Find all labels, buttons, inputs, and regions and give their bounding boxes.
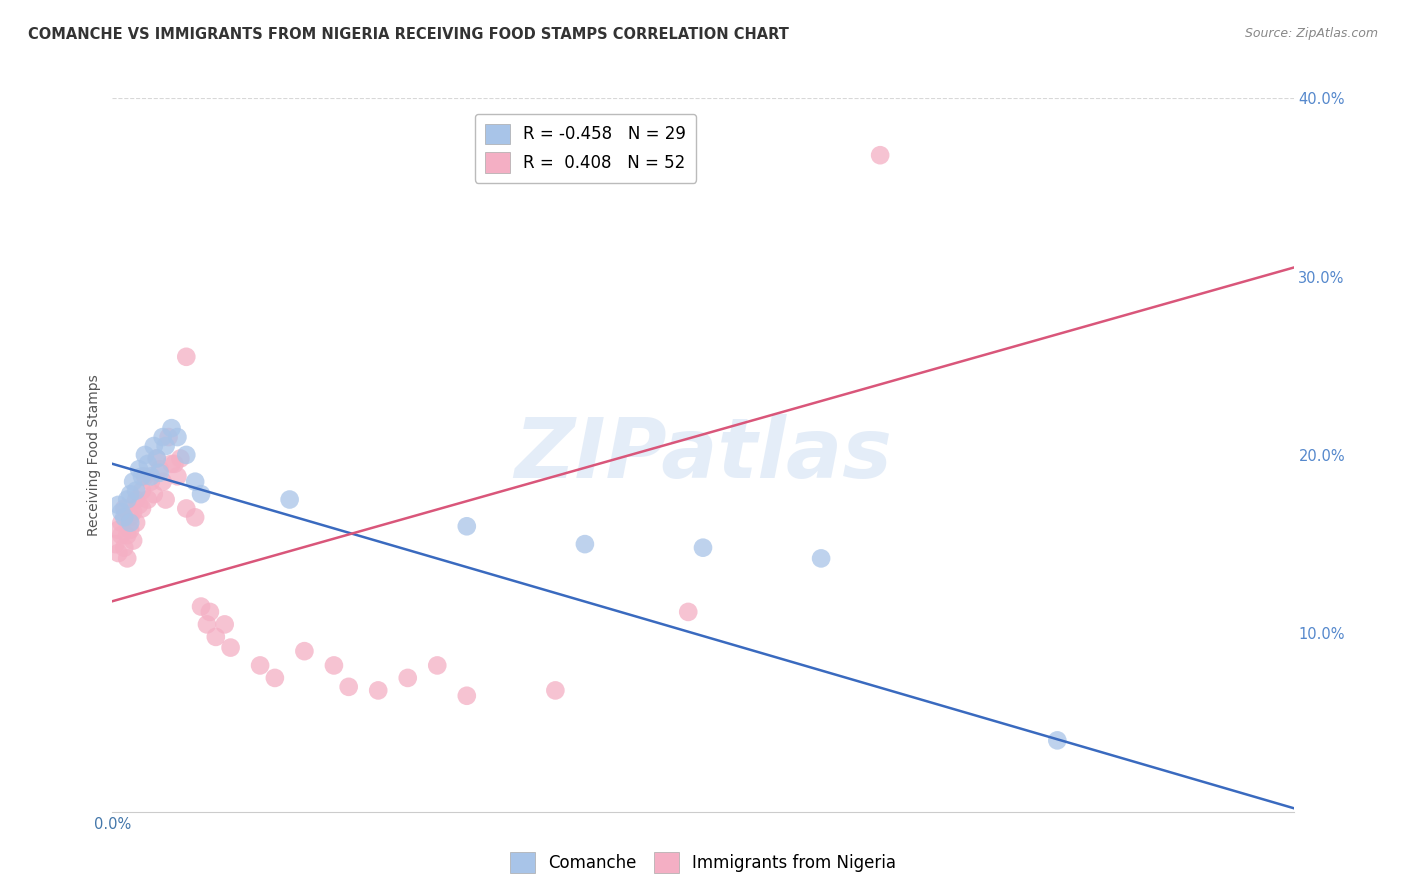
Point [692,541,714,555]
Point [169,451,191,466]
Point [198,605,221,619]
Point [122,505,145,519]
Point [174,448,197,462]
Point [456,519,478,533]
Point [120,487,142,501]
Point [190,487,212,501]
Point [120,523,142,537]
Point [110,505,132,519]
Point [128,498,150,512]
Point [139,475,162,489]
Point [146,451,169,466]
Point [264,671,287,685]
Point [367,683,389,698]
Point [869,148,891,162]
Text: COMANCHE VS IMMIGRANTS FROM NIGERIA RECEIVING FOOD STAMPS CORRELATION CHART: COMANCHE VS IMMIGRANTS FROM NIGERIA RECE… [28,27,789,42]
Point [278,492,301,507]
Point [142,487,165,501]
Point [323,658,346,673]
Point [174,350,197,364]
Point [155,439,177,453]
Point [131,469,153,483]
Text: ZIPatlas: ZIPatlas [515,415,891,495]
Point [139,469,162,483]
Point [120,510,142,524]
Point [112,510,135,524]
Point [110,528,132,542]
Point [131,483,153,498]
Point [396,671,419,685]
Legend: R = -0.458   N = 29, R =  0.408   N = 52: R = -0.458 N = 29, R = 0.408 N = 52 [475,113,696,183]
Point [174,501,197,516]
Text: Source: ZipAtlas.com: Source: ZipAtlas.com [1244,27,1378,40]
Point [544,683,567,698]
Point [112,541,135,555]
Point [107,498,129,512]
Point [574,537,596,551]
Point [205,630,228,644]
Point [184,475,207,489]
Point [117,492,138,507]
Point [426,658,449,673]
Point [337,680,360,694]
Point [125,492,148,507]
Point [142,439,165,453]
Point [107,523,129,537]
Point [128,462,150,476]
Point [110,516,132,530]
Point [184,510,207,524]
Point [117,551,138,566]
Point [146,451,169,466]
Point [112,501,135,516]
Point [157,430,180,444]
Point [125,483,148,498]
Point [160,457,183,471]
Point [456,689,478,703]
Point [136,492,159,507]
Point [152,430,174,444]
Point [166,469,188,483]
Y-axis label: Receiving Food Stamps: Receiving Food Stamps [87,374,101,536]
Point [134,448,156,462]
Point [249,658,271,673]
Point [292,644,315,658]
Point [149,462,172,476]
Point [214,617,236,632]
Point [166,430,188,444]
Point [122,475,145,489]
Point [155,492,177,507]
Point [1046,733,1069,747]
Point [117,528,138,542]
Point [190,599,212,614]
Point [149,466,172,480]
Point [195,617,218,632]
Legend: Comanche, Immigrants from Nigeria: Comanche, Immigrants from Nigeria [503,846,903,880]
Point [125,516,148,530]
Point [131,501,153,516]
Point [107,546,129,560]
Point [163,457,186,471]
Point [810,551,832,566]
Point [678,605,700,619]
Point [120,516,142,530]
Point [152,475,174,489]
Point [104,537,127,551]
Point [219,640,242,655]
Point [122,533,145,548]
Point [134,469,156,483]
Point [136,457,159,471]
Point [160,421,183,435]
